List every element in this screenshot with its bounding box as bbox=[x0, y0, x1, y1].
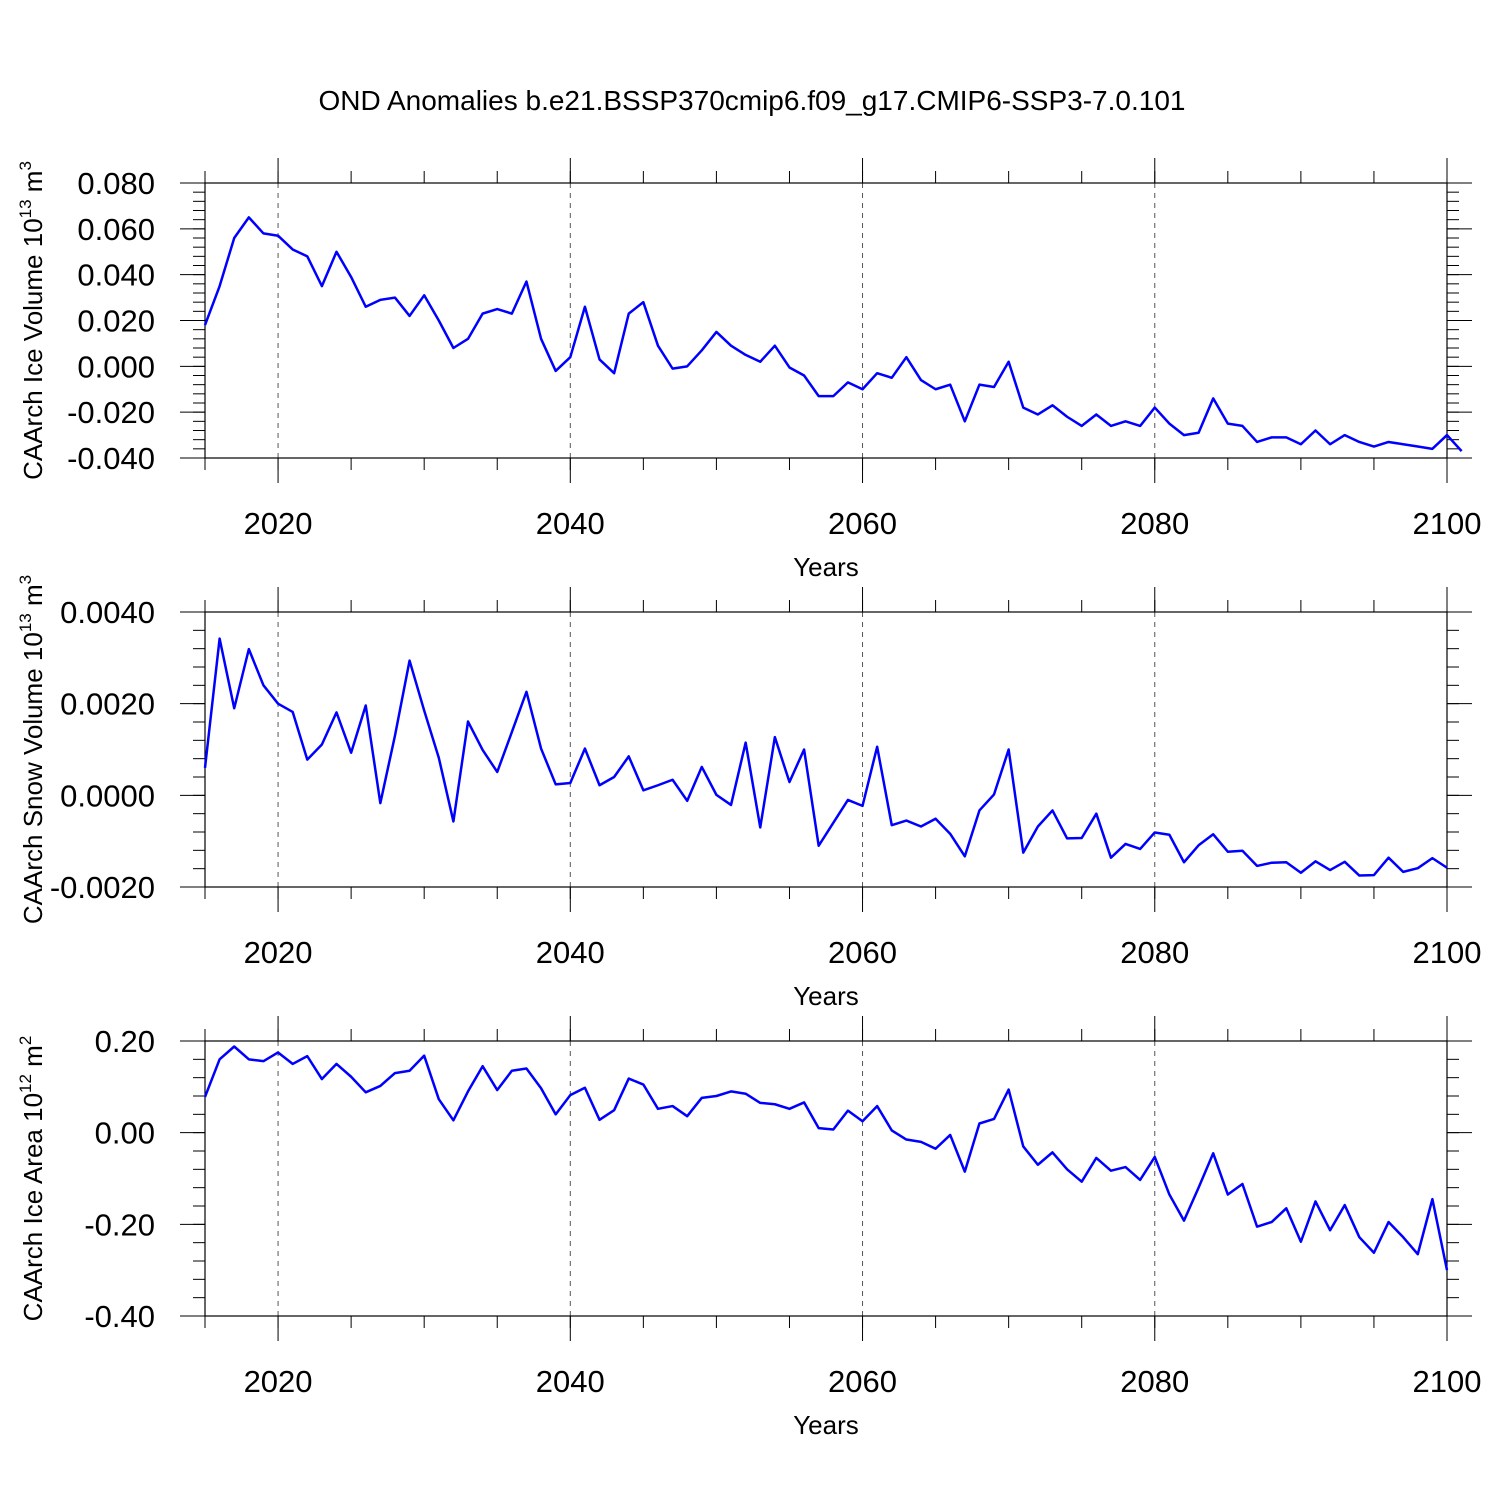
x-tick-label: 2040 bbox=[536, 1364, 605, 1399]
x-axis-title: Years bbox=[793, 981, 859, 1011]
x-tick-label: 2040 bbox=[536, 935, 605, 970]
x-tick-label: 2080 bbox=[1120, 506, 1189, 541]
y-tick-label: 0.040 bbox=[77, 258, 155, 293]
y-tick-label: 0.0020 bbox=[60, 687, 155, 722]
x-tick-label: 2020 bbox=[244, 935, 313, 970]
y-axis-title-unit-exponent: 2 bbox=[16, 1036, 35, 1045]
y-axis-title-exponent: 12 bbox=[16, 1074, 35, 1093]
x-tick-label: 2060 bbox=[828, 935, 897, 970]
ice-area-panel: -0.40 -0.20 0.00 0.20 2020 2040 2060 2080 2100 Ye… bbox=[16, 1016, 1481, 1440]
x-tick-label: 2080 bbox=[1120, 1364, 1189, 1399]
x-tick-label: 2100 bbox=[1413, 935, 1482, 970]
y-tick-label: -0.0020 bbox=[50, 870, 155, 905]
x-tick-label: 2080 bbox=[1120, 935, 1189, 970]
y-tick-label: 0.0040 bbox=[60, 595, 155, 630]
series-line bbox=[203, 216, 1463, 452]
x-tick-label: 2020 bbox=[244, 506, 313, 541]
plot-frame bbox=[204, 182, 1448, 459]
series-line bbox=[203, 1045, 1449, 1271]
y-axis-title-unit: m bbox=[18, 584, 48, 613]
x-tick-label: 2060 bbox=[828, 506, 897, 541]
figure-title: OND Anomalies b.e21.BSSP370cmip6.f09_g17… bbox=[319, 85, 1186, 116]
snow-volume-panel: -0.0020 0.0000 0.0020 0.0040 2020 2040 2060 208… bbox=[16, 575, 1481, 1011]
y-tick-label: -0.20 bbox=[84, 1207, 155, 1242]
y-axis-title: CAArch Snow Volume 1013 m3 bbox=[16, 575, 48, 924]
x-tick-label: 2060 bbox=[828, 1364, 897, 1399]
y-tick-label: -0.40 bbox=[84, 1299, 155, 1334]
y-axis-title: CAArch Ice Volume 1013 m3 bbox=[16, 161, 48, 480]
y-tick-label: 0.000 bbox=[77, 349, 155, 384]
plot-frame bbox=[204, 611, 1448, 888]
y-axis-title-unit: m bbox=[18, 1045, 48, 1074]
y-axis-title: CAArch Ice Area 1012 m2 bbox=[16, 1036, 48, 1322]
y-axis-title-unit-exponent: 3 bbox=[16, 161, 35, 170]
x-axis-title: Years bbox=[793, 552, 859, 582]
y-tick-label: 0.20 bbox=[95, 1024, 155, 1059]
x-tick-label: 2040 bbox=[536, 506, 605, 541]
y-tick-label: 0.060 bbox=[77, 212, 155, 247]
y-tick-label: -0.040 bbox=[67, 441, 155, 476]
y-tick-label: 0.080 bbox=[77, 166, 155, 201]
x-axis-title: Years bbox=[793, 1410, 859, 1440]
x-tick-label: 2100 bbox=[1413, 1364, 1482, 1399]
y-axis-title-unit-exponent: 3 bbox=[16, 575, 35, 584]
y-tick-label: 0.0000 bbox=[60, 778, 155, 813]
y-axis-title-text: CAArch Ice Area 10 bbox=[18, 1093, 48, 1321]
y-tick-label: 0.00 bbox=[95, 1116, 155, 1151]
x-tick-label: 2020 bbox=[244, 1364, 313, 1399]
y-axis-title-exponent: 13 bbox=[16, 613, 35, 632]
y-axis-title-exponent: 13 bbox=[16, 199, 35, 218]
y-tick-label: 0.020 bbox=[77, 304, 155, 339]
y-tick-label: -0.020 bbox=[67, 395, 155, 430]
x-tick-label: 2100 bbox=[1413, 506, 1482, 541]
ice-volume-panel: -0.040 -0.020 0.000 0.020 0.040 0.060 0.080 202… bbox=[16, 158, 1481, 582]
y-axis-title-text: CAArch Ice Volume 10 bbox=[18, 218, 48, 480]
plot-frame bbox=[204, 1040, 1448, 1317]
y-axis-title-unit: m bbox=[18, 171, 48, 200]
y-axis-title-text: CAArch Snow Volume 10 bbox=[18, 632, 48, 924]
series-line bbox=[203, 637, 1448, 877]
